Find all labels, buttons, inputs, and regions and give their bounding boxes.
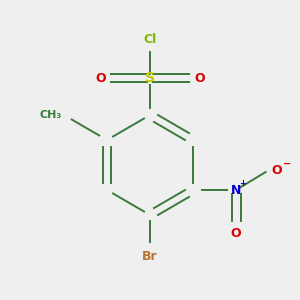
- Text: S: S: [145, 71, 155, 85]
- Text: O: O: [194, 71, 205, 85]
- Text: N: N: [231, 184, 241, 196]
- Text: Br: Br: [142, 250, 158, 263]
- Text: CH₃: CH₃: [40, 110, 62, 120]
- Text: +: +: [239, 178, 247, 188]
- Text: O: O: [271, 164, 282, 176]
- Text: Cl: Cl: [143, 33, 157, 46]
- Text: −: −: [283, 159, 291, 169]
- Text: O: O: [95, 71, 106, 85]
- Text: O: O: [231, 227, 241, 240]
